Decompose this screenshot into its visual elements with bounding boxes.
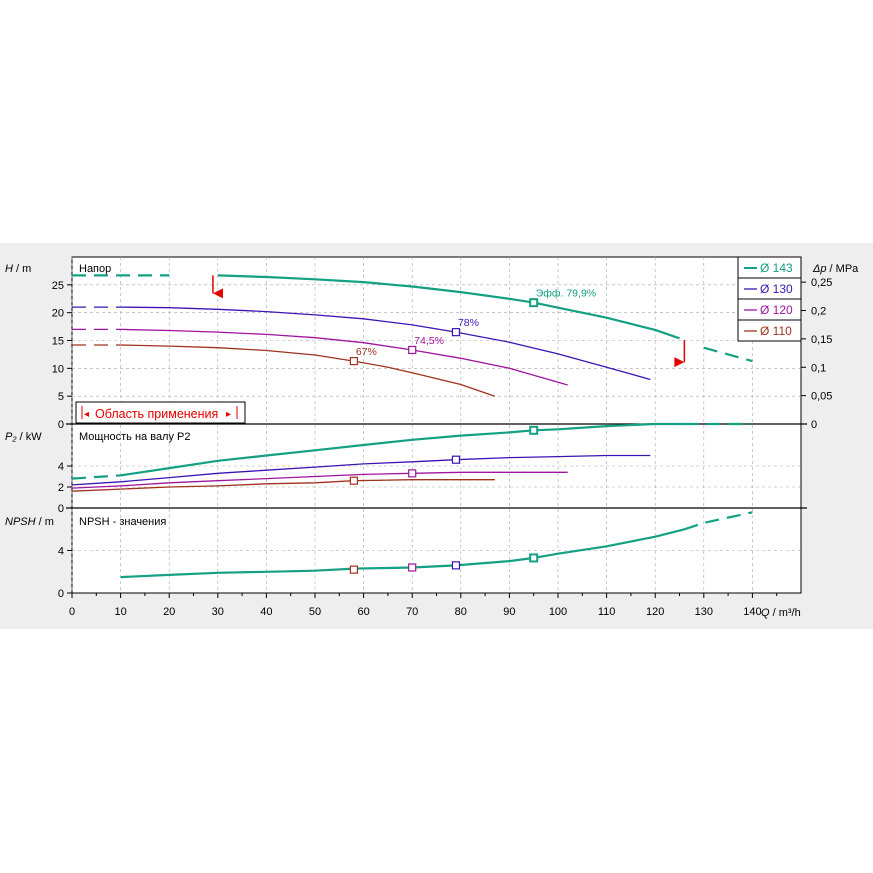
bep-marker-d110 — [349, 356, 358, 366]
x-tick-label: 30 — [212, 606, 224, 618]
pump-curve-chart: 0 10 20 30 40 50 60 70 80 90 100 110 120 130 140 Q / m³… — [0, 243, 873, 629]
x-tick-label: 140 — [743, 606, 761, 618]
right-y-tick-label: 0,2 — [811, 306, 826, 318]
range-label-text: Область применения — [95, 407, 218, 421]
right-y-tick-label: 0 — [811, 419, 817, 431]
npsh-marker-d120 — [408, 563, 417, 572]
series-line-d143 — [120, 422, 685, 477]
legend-label-d110: Ø 110 — [760, 324, 792, 338]
x-tick-label: 40 — [260, 606, 272, 618]
series-line-dashed-d143 — [684, 511, 753, 531]
y-tick-label: 0 — [58, 503, 64, 515]
y-tick-label: 4 — [58, 546, 64, 558]
bep-marker-d143 — [529, 298, 539, 308]
x-tick-label: 60 — [357, 606, 369, 618]
series-line-d110 — [120, 344, 496, 397]
bep-marker-d143 — [529, 425, 539, 435]
range-label-right-arrow-icon: ▸ — [226, 409, 231, 420]
x-tick-label: 120 — [646, 606, 664, 618]
legend: Ø 143 Ø 130 Ø 120 Ø 110 — [737, 256, 802, 342]
legend-entry-box — [737, 319, 802, 342]
bep-marker-d110 — [349, 476, 358, 485]
y-tick-label: 0 — [58, 588, 64, 600]
x-tick-label: 100 — [549, 606, 567, 618]
bep-marker-d130 — [451, 328, 461, 337]
x-tick-label: 130 — [695, 606, 713, 618]
series-line-d130 — [120, 306, 651, 381]
right-y-tick-label: 0,25 — [811, 277, 832, 289]
panel-title: Напор — [79, 263, 111, 275]
npsh-marker-d130 — [451, 561, 461, 570]
bep-marker-d120 — [408, 469, 417, 478]
y-axis-label: P₂ / kW — [5, 431, 42, 443]
legend-label-d130: Ø 130 — [760, 282, 793, 296]
x-tick-label: 20 — [163, 606, 175, 618]
range-left-arrow-icon — [212, 288, 223, 299]
x-tick-label: 10 — [114, 606, 126, 618]
bep-label-d120: 74,5% — [414, 335, 444, 347]
npsh-marker-d110 — [349, 565, 358, 574]
x-tick-label: 50 — [309, 606, 321, 618]
y-axis-label: H / m — [5, 263, 31, 275]
x-tick-label: 90 — [503, 606, 515, 618]
legend-label-d120: Ø 120 — [760, 303, 793, 317]
series-line-dashed-d143 — [703, 346, 753, 363]
y-tick-label: 5 — [58, 391, 64, 403]
bep-marker-d130 — [451, 455, 461, 464]
npsh-marker-d143 — [529, 553, 539, 563]
y-tick-label: 4 — [58, 461, 64, 473]
right-y-tick-label: 0,15 — [811, 334, 832, 346]
series-line-d120 — [71, 471, 568, 489]
y-tick-label: 20 — [52, 308, 64, 320]
chart-svg: 0 10 20 30 40 50 60 70 80 90 100 110 120 130 140 Q / m³… — [5, 256, 859, 619]
y-tick-label: 0 — [58, 419, 64, 431]
range-right-arrow-icon — [674, 357, 685, 368]
y-tick-label: 15 — [52, 336, 64, 348]
x-tick-label: 0 — [69, 606, 75, 618]
range-label-left-arrow-icon: ◂ — [84, 409, 89, 420]
y-axis-label: NPSH / m — [5, 516, 54, 528]
range-label-box — [75, 401, 246, 424]
right-y-tick-label: 0,1 — [811, 362, 826, 374]
series-line-d130 — [71, 454, 651, 486]
series-line-dashed-d143 — [71, 474, 121, 480]
series-line-d120 — [120, 328, 568, 386]
panel-title: Мощность на валу P2 — [79, 431, 191, 443]
y-tick-label: 2 — [58, 482, 64, 494]
bep-label-d110: 67% — [356, 346, 377, 358]
bep-marker-d120 — [408, 345, 417, 355]
legend-label-d143: Ø 143 — [760, 261, 793, 275]
right-y-tick-label: 0,05 — [811, 391, 832, 403]
series-line-d110 — [71, 479, 495, 492]
y-tick-label: 25 — [52, 280, 64, 292]
series-line-d143 — [120, 528, 685, 579]
x-tick-label: 80 — [455, 606, 467, 618]
series-line-d143 — [217, 274, 680, 340]
y-tick-label: 10 — [52, 363, 64, 375]
x-axis-label: Q / m³/h — [761, 607, 801, 619]
panel-title: NPSH - значения — [79, 516, 166, 528]
right-axis-label: Δp / MPa — [812, 263, 859, 275]
bep-label-d130: 78% — [458, 317, 479, 329]
x-tick-label: 70 — [406, 606, 418, 618]
bep-label-d143: Эфф. 79,9% — [536, 288, 596, 300]
x-tick-label: 110 — [598, 606, 616, 618]
